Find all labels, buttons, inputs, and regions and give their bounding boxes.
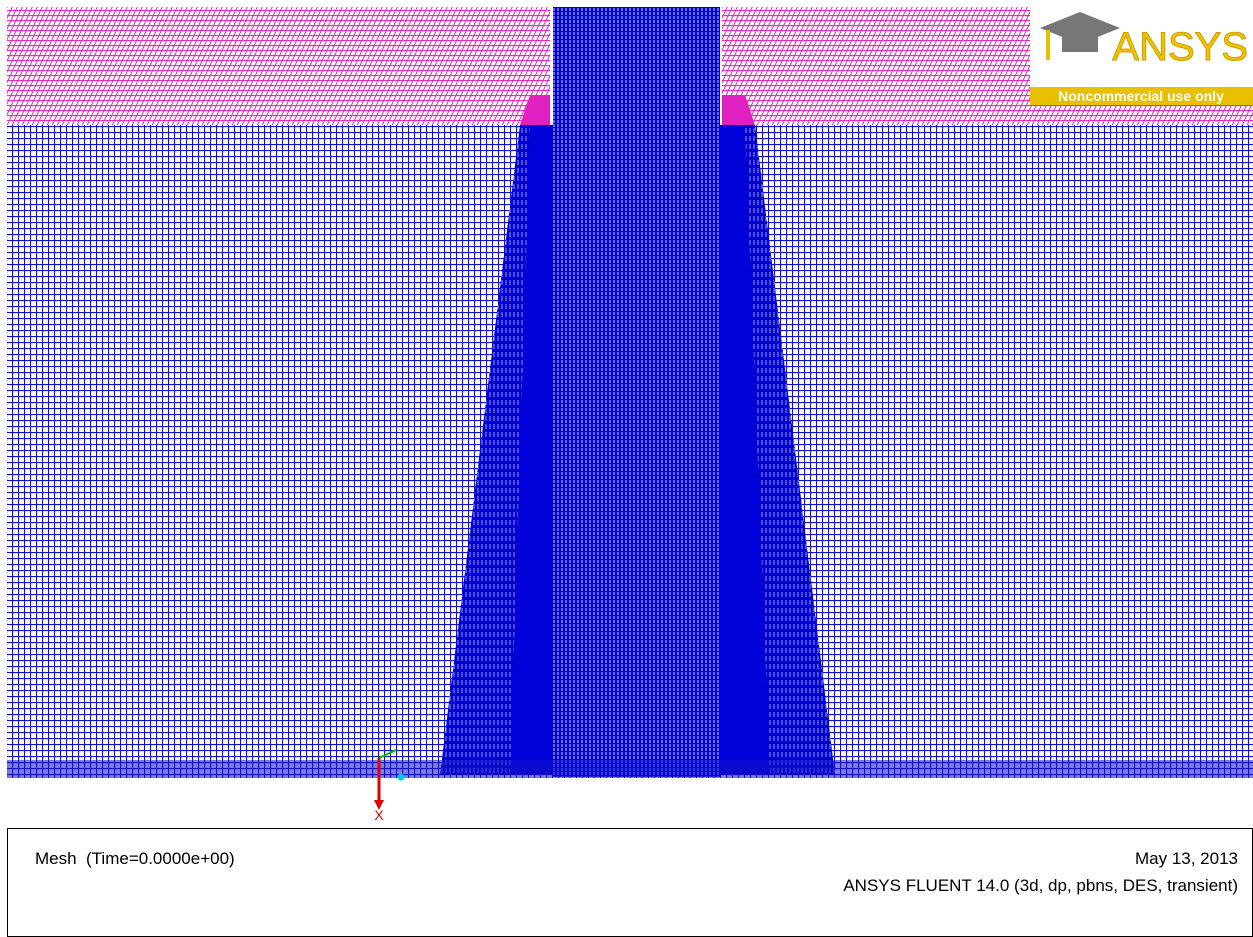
caption-box: Mesh (Time=0.0000e+00) May 13, 2013 ANSY… <box>7 828 1253 937</box>
x-axis-head <box>374 800 384 810</box>
mesh-label: Mesh (Time=0.0000e+00) <box>35 849 235 868</box>
mesh-bottom-layer <box>7 760 1253 778</box>
logo-band <box>1030 87 1253 105</box>
logo-brand: ANSYS <box>1112 25 1248 69</box>
z-axis-dot <box>397 773 405 781</box>
logo: ANSYS Noncommercial use only <box>1030 7 1253 105</box>
logo-note: Noncommercial use only <box>1058 88 1224 104</box>
logo-cap <box>1040 12 1120 44</box>
axis-triad: X <box>374 749 405 823</box>
logo-cap-base <box>1062 32 1098 52</box>
version: ANSYS FLUENT 14.0 (3d, dp, pbns, DES, tr… <box>843 876 1238 895</box>
caption-frame <box>7 828 1253 937</box>
mesh-core-column <box>553 7 720 777</box>
mesh-pink-edge <box>520 95 550 125</box>
x-axis-label: X <box>374 807 384 823</box>
logo-tassel <box>1046 30 1050 60</box>
date: May 13, 2013 <box>1135 849 1238 868</box>
mesh-pink-edge <box>722 95 755 125</box>
mesh <box>7 7 1253 778</box>
y-axis-arrow <box>378 749 397 759</box>
mesh-top-left <box>7 7 550 125</box>
